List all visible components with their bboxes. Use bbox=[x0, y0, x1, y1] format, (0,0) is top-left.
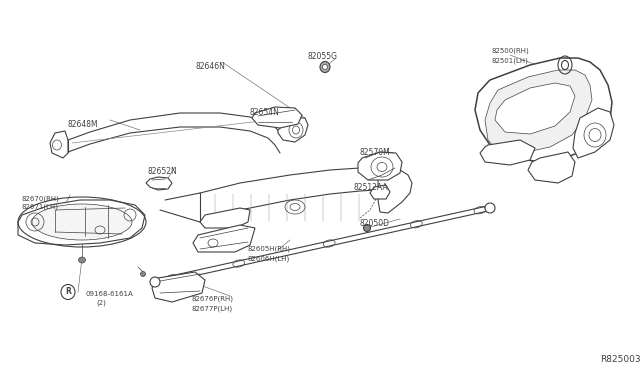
Polygon shape bbox=[475, 58, 612, 162]
Polygon shape bbox=[252, 107, 302, 128]
Polygon shape bbox=[495, 83, 575, 134]
Ellipse shape bbox=[150, 277, 160, 287]
Text: 82606H(LH): 82606H(LH) bbox=[248, 255, 291, 262]
Ellipse shape bbox=[141, 272, 145, 276]
Text: 82512AA: 82512AA bbox=[354, 183, 388, 192]
Polygon shape bbox=[193, 225, 255, 252]
Ellipse shape bbox=[79, 257, 86, 263]
Ellipse shape bbox=[61, 285, 75, 299]
Text: 82501(LH): 82501(LH) bbox=[492, 57, 529, 64]
Text: 82646N: 82646N bbox=[195, 62, 225, 71]
Text: 82676P(RH): 82676P(RH) bbox=[192, 296, 234, 302]
Text: 82055G: 82055G bbox=[307, 52, 337, 61]
Ellipse shape bbox=[485, 203, 495, 213]
Polygon shape bbox=[528, 152, 575, 183]
Polygon shape bbox=[152, 272, 205, 302]
Polygon shape bbox=[278, 118, 308, 142]
Polygon shape bbox=[146, 177, 172, 190]
Text: 82671(LH): 82671(LH) bbox=[22, 204, 59, 211]
Polygon shape bbox=[370, 185, 390, 199]
Ellipse shape bbox=[364, 224, 371, 231]
Text: 82050D: 82050D bbox=[360, 219, 390, 228]
Ellipse shape bbox=[323, 64, 328, 70]
Text: 82652N: 82652N bbox=[148, 167, 178, 176]
Ellipse shape bbox=[32, 204, 132, 240]
Text: 82670(RH): 82670(RH) bbox=[22, 195, 60, 202]
Polygon shape bbox=[480, 140, 535, 165]
Polygon shape bbox=[200, 208, 250, 228]
Text: R: R bbox=[65, 288, 71, 296]
Text: 82654N: 82654N bbox=[250, 108, 280, 117]
Ellipse shape bbox=[320, 61, 330, 73]
Text: 82677P(LH): 82677P(LH) bbox=[192, 305, 233, 311]
Text: 82570M: 82570M bbox=[360, 148, 391, 157]
Polygon shape bbox=[358, 152, 402, 180]
Text: R825003H: R825003H bbox=[600, 355, 640, 364]
Polygon shape bbox=[485, 70, 592, 153]
Text: 82500(RH): 82500(RH) bbox=[492, 48, 530, 55]
Polygon shape bbox=[573, 108, 614, 158]
Polygon shape bbox=[50, 131, 68, 158]
Polygon shape bbox=[18, 200, 145, 245]
Text: 82605H(RH): 82605H(RH) bbox=[248, 246, 291, 253]
Text: (2): (2) bbox=[96, 300, 106, 307]
Text: 82648M: 82648M bbox=[68, 120, 99, 129]
Text: 09168-6161A: 09168-6161A bbox=[86, 291, 134, 297]
Polygon shape bbox=[378, 170, 412, 213]
